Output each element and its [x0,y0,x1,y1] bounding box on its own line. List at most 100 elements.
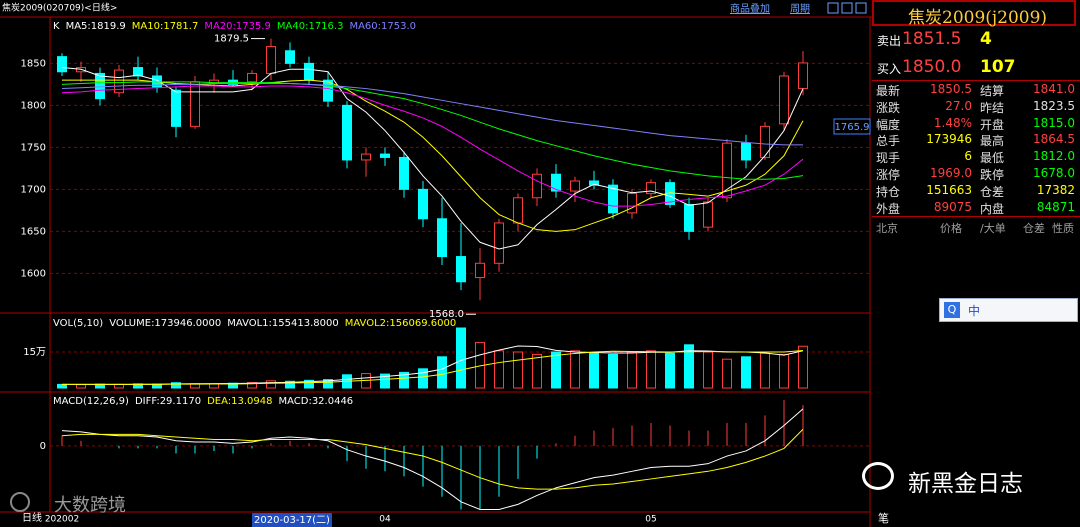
quote-value: 1841.0 [1033,82,1075,96]
quote-value: 27.0 [945,98,972,113]
indicator-line [61,83,803,146]
candle-body [760,125,770,158]
y-tick-label: 1650 [21,226,46,237]
candle-body [95,72,105,100]
divider [872,80,1080,81]
watermark-logo [10,492,30,512]
candle-body [646,182,656,195]
icon[interactable] [827,2,839,14]
indicator-line [61,408,804,510]
header-title: 焦炭2009(020709)<日线> [2,2,117,14]
icon[interactable] [841,2,853,14]
candle-body [722,142,732,199]
x-tick-label: 04 [379,515,391,525]
candle-body [494,222,504,264]
quote-label: 最新 [876,84,901,98]
candle-body [532,173,542,199]
cursor-date: 2020-03-17(二) [254,515,330,526]
volume-bar [703,351,713,389]
x-tick-label: 05 [645,515,656,525]
candle-body [684,203,694,232]
quote-label: 最低 [980,151,1005,166]
watermark: 大数跨境 [54,495,126,516]
quote-value: 6 [964,149,972,164]
candle-body [133,67,143,77]
candle-body [627,193,637,214]
quote-label: 涨跌 [876,100,901,115]
column-header: 价格 [940,222,962,235]
quote-title: 焦炭2009(j2009) [872,0,1076,28]
volume-bar [665,352,675,389]
ime-mode[interactable]: 中 [968,304,981,318]
candle-body [741,142,751,161]
ask-volume: 4 [980,29,992,49]
candle-body [475,262,485,279]
volume-bar [760,352,770,389]
candle-body [399,156,409,190]
volume-bar [266,380,276,389]
quote-value: 1969.0 [930,166,972,180]
legend-entry: MA10:1781.7 [132,21,199,32]
quote-label: 结算 [980,84,1005,98]
indicator-line [61,85,804,207]
legend-entry: MA60:1753.0 [349,21,416,32]
y-tick-label: 0 [40,441,46,452]
bottom-tab[interactable]: 笔 [878,512,889,525]
quote-value: 173946 [926,132,972,147]
column-header: /大单 [980,222,1006,235]
legend-entry: MA5:1819.9 [66,21,126,32]
volume-bar [684,344,694,389]
volume-bar [646,350,656,389]
volume-bar [608,353,618,389]
candle-body [247,72,257,83]
volume-bar [798,345,808,389]
volume-bar [399,371,409,389]
volume-bar [456,327,466,389]
quote-value: 17382 [1036,182,1075,197]
ask-label: 卖出 [877,34,902,48]
volume-bar [627,351,637,389]
candle-body [703,201,713,228]
column-header: 性质 [1052,222,1074,235]
quote-label: 涨停 [876,168,901,182]
volume-bar [418,368,428,389]
y-tick-label: 1750 [21,142,46,153]
legend-entry: DIFF:29.1170 [135,396,201,407]
quote-label: 最高 [980,134,1005,149]
quote-value: 1812.0 [1033,149,1075,164]
volume-bar [532,353,542,389]
candle-body [779,75,789,125]
candle-body [437,218,447,258]
volume-bar [551,351,561,389]
quote-label: 持仓 [876,184,901,199]
volume-bar [570,350,580,389]
candle-body [323,79,333,102]
annotation: 1879.5 [214,34,249,45]
candle-body [551,173,561,192]
candle-body [570,180,580,192]
quote-value: 1815.0 [1033,115,1075,130]
legend-entry: MA20:1735.9 [204,21,271,32]
cursor-price: 1765.9 [835,122,870,133]
quote-value: 89075 [933,199,972,214]
ime-toolbar[interactable]: Q 中 [939,298,1078,322]
watermark: 新黑金日志 [908,471,1023,497]
overlay-button[interactable]: 商品叠加 [730,2,770,15]
volume-bar [171,382,181,389]
volume-bar [779,353,789,389]
legend-entry: VOL(5,10) [53,318,103,329]
annotation: 1568.0 [429,309,464,320]
quote-value: 1850.5 [930,82,972,96]
icon[interactable] [855,2,867,14]
candle-body [361,153,371,161]
indicator-line [62,350,804,385]
header-bar [0,0,872,16]
y-tick-label: 15万 [23,347,46,358]
volume-bar [57,383,67,389]
period-label: 日线 [22,511,42,524]
quote-label: 昨结 [980,100,1005,115]
period-button[interactable]: 周期 [790,3,810,15]
quote-label: 现手 [876,151,901,166]
ime-icon[interactable]: Q [944,302,960,318]
x-tick-label: 202002 [45,515,79,525]
